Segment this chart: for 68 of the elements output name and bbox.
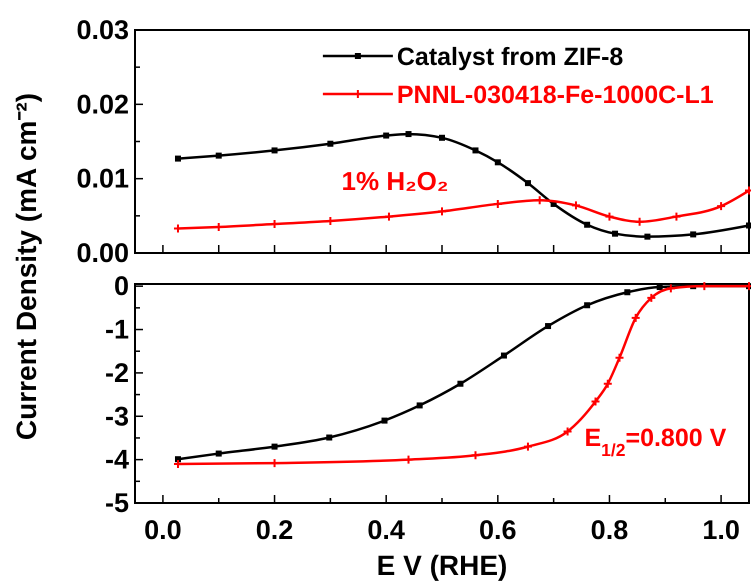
point <box>384 212 394 222</box>
point <box>522 442 533 452</box>
x-tick-label: 0.0 <box>144 515 182 545</box>
point <box>612 230 618 237</box>
point <box>272 147 278 154</box>
point <box>174 156 181 162</box>
point <box>524 180 531 186</box>
point <box>584 302 590 308</box>
point <box>416 402 423 408</box>
point <box>584 222 590 228</box>
point <box>327 140 334 147</box>
point <box>604 212 614 222</box>
y-tick-label: 0.02 <box>76 89 129 120</box>
point <box>437 206 447 216</box>
point <box>624 289 630 296</box>
point <box>382 418 388 424</box>
point <box>492 198 503 209</box>
annotation: E$_{1/2}$=0.800 V <box>584 424 727 460</box>
point <box>602 378 613 389</box>
point <box>570 200 581 210</box>
point <box>545 323 552 330</box>
point <box>470 450 480 460</box>
point <box>439 134 445 141</box>
point <box>634 216 645 227</box>
y-axis-title: Current Density (mA cm⁻²) <box>11 92 42 440</box>
x-axis-title: E V (RHE) <box>376 550 508 581</box>
y-tick-label: 0.01 <box>76 164 129 194</box>
point <box>590 396 600 407</box>
legend-label: Catalyst from ZIF-8 <box>396 43 624 71</box>
y-tick-label: -3 <box>104 401 129 432</box>
point <box>690 231 696 238</box>
point <box>716 201 726 212</box>
point <box>644 234 650 240</box>
y-tick-label: -4 <box>104 444 129 475</box>
point <box>500 352 507 359</box>
point <box>216 450 222 457</box>
point <box>404 454 414 465</box>
point <box>614 352 624 363</box>
point <box>630 312 641 323</box>
point <box>534 195 545 206</box>
point <box>746 222 751 228</box>
y-tick-label: -1 <box>104 314 129 345</box>
point <box>666 283 676 294</box>
y-tick-label: 0.00 <box>76 238 129 268</box>
point <box>494 159 501 166</box>
legend-label: PNNL-030418-Fe-1000C-L1 <box>396 81 714 109</box>
point <box>457 380 464 387</box>
point <box>383 132 390 139</box>
annotation: 1% H₂O₂ <box>342 166 448 196</box>
x-tick-label: 1.0 <box>702 515 740 545</box>
x-tick-label: 0.4 <box>367 515 405 545</box>
point <box>270 458 280 468</box>
y-tick-label: -2 <box>104 358 129 388</box>
point <box>472 147 478 154</box>
point <box>406 131 412 138</box>
point <box>216 152 222 159</box>
x-tick-label: 0.2 <box>256 515 294 545</box>
point <box>646 292 656 303</box>
point <box>326 434 332 441</box>
y-tick-label: 0.03 <box>76 15 129 45</box>
point <box>272 444 278 450</box>
point <box>699 281 710 292</box>
y-tick-label: -5 <box>104 488 129 518</box>
point <box>562 426 573 436</box>
x-tick-label: 0.8 <box>590 515 628 545</box>
y-tick-label: 0 <box>114 271 129 302</box>
point <box>671 212 682 222</box>
x-tick-label: 0.6 <box>479 515 517 545</box>
